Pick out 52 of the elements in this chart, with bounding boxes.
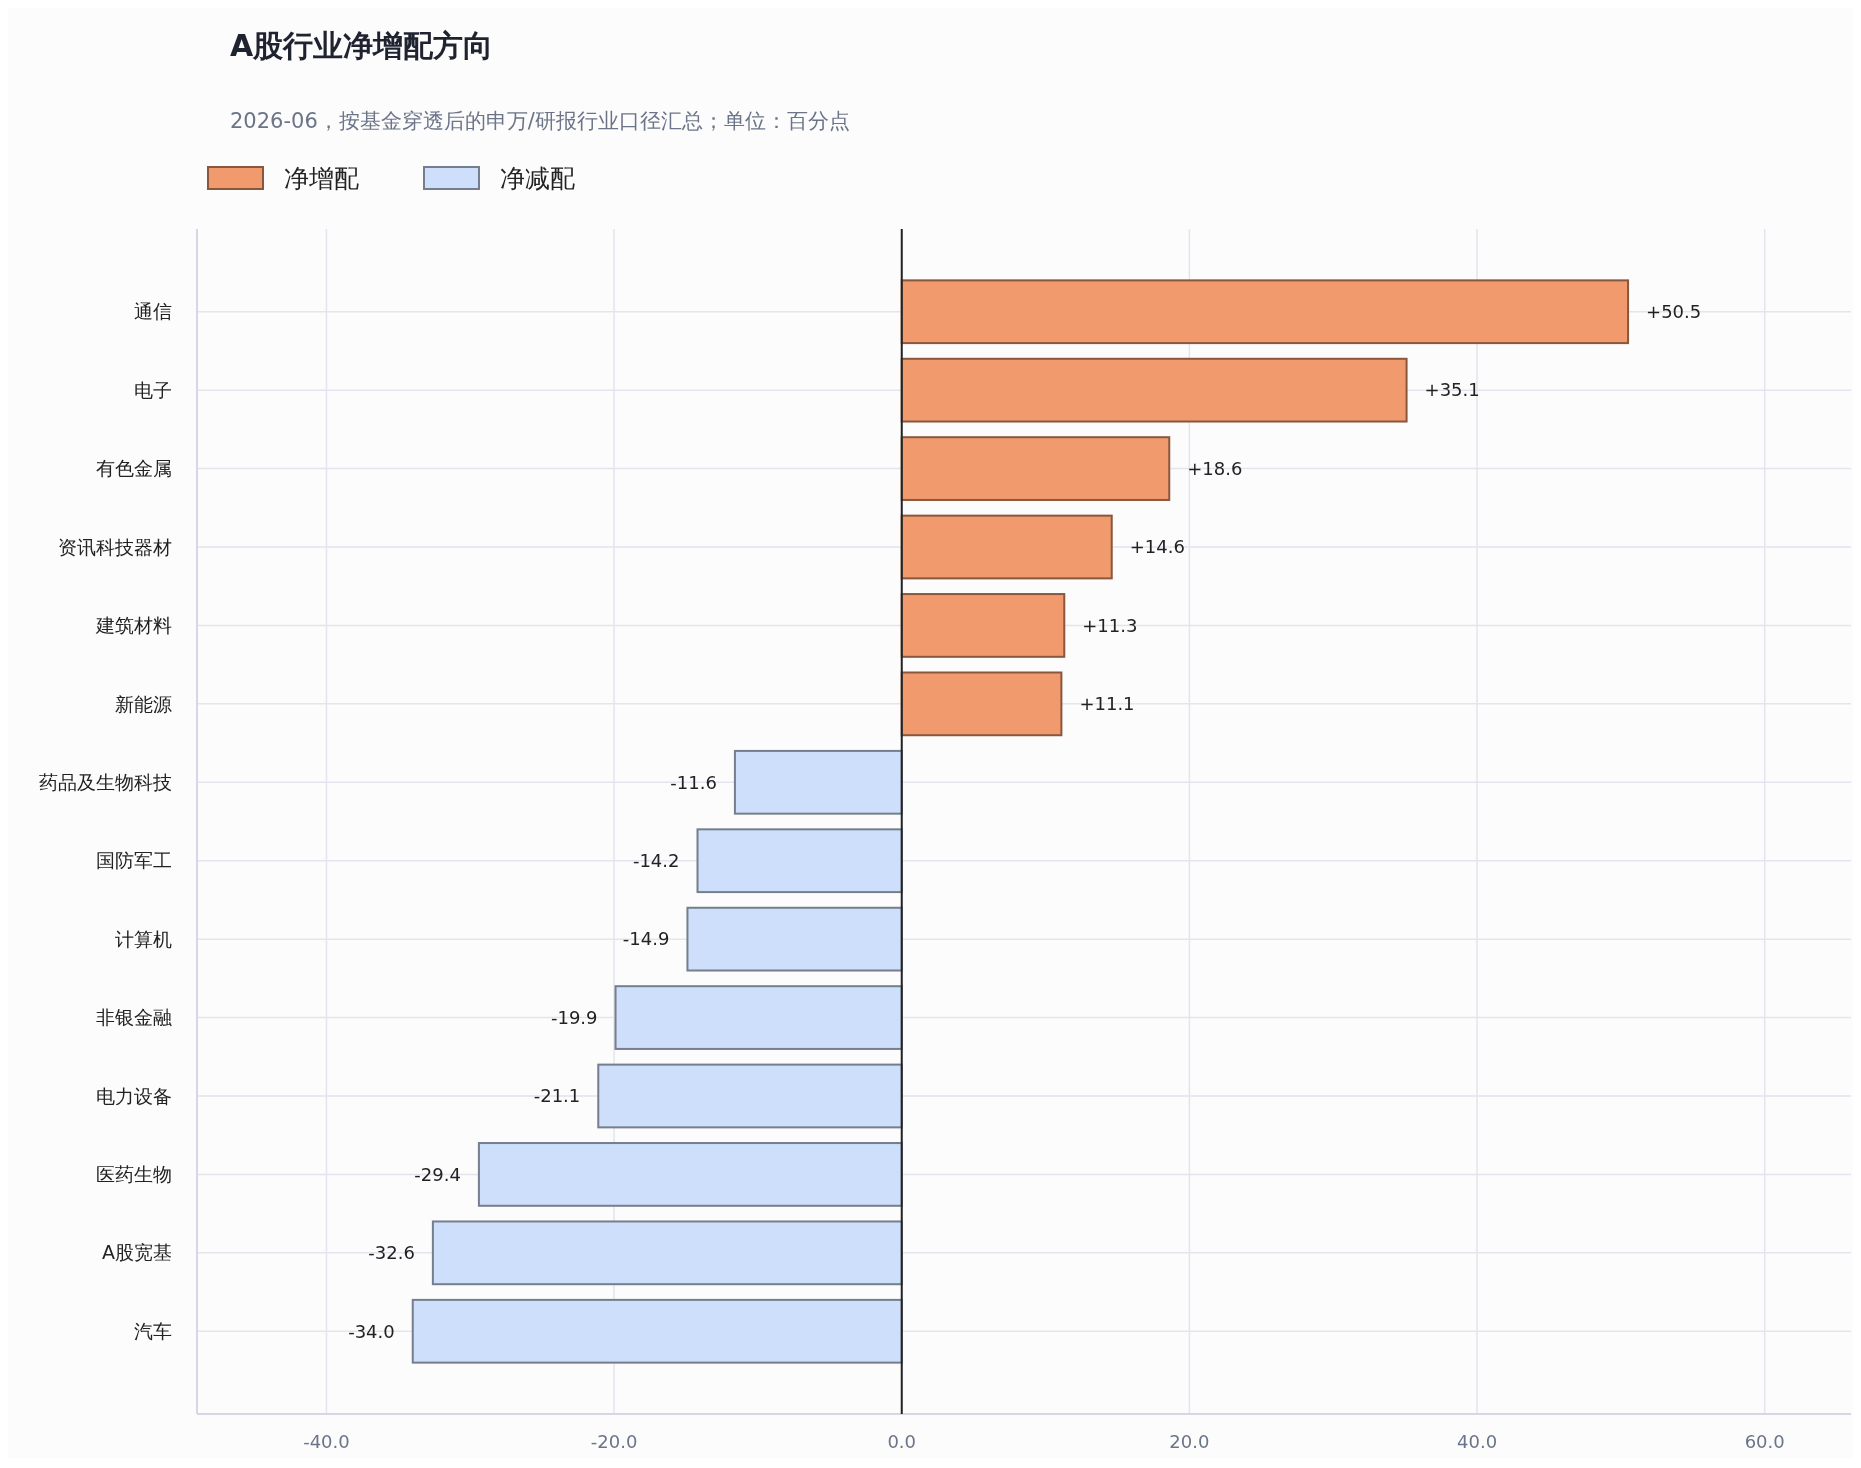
legend-label: 净增配 [284, 163, 359, 193]
y-tick-label: 汽车 [134, 1319, 172, 1342]
y-tick-label: 资讯科技器材 [58, 535, 172, 558]
data-label: +11.1 [1079, 693, 1135, 715]
y-tick-label: A股宽基 [102, 1241, 172, 1264]
x-tick-label: 20.0 [1169, 1431, 1210, 1452]
bar [614, 985, 903, 1050]
bar [477, 1142, 903, 1207]
y-tick-label: 医药生物 [96, 1163, 172, 1186]
y-tick-label: 计算机 [115, 927, 172, 950]
data-label: -14.2 [632, 850, 680, 872]
y-tick-label: 通信 [134, 300, 172, 323]
data-label: -34.0 [348, 1320, 395, 1342]
x-tick-label: -20.0 [590, 1431, 638, 1452]
data-label: -29.4 [414, 1163, 461, 1185]
data-label: -19.9 [550, 1006, 598, 1028]
chart-subtitle: 2026-06，按基金穿透后的申万/研报行业口径汇总；单位：百分点 [230, 109, 850, 133]
data-label: -21.1 [533, 1085, 581, 1107]
bar [900, 593, 1066, 658]
bar [733, 749, 903, 815]
y-tick-label: 非银金融 [96, 1006, 172, 1029]
bar [900, 357, 1408, 423]
data-label: -32.6 [368, 1242, 415, 1264]
data-label: +14.6 [1129, 536, 1185, 558]
y-tick-label: 电力设备 [96, 1084, 172, 1107]
bar [900, 671, 1063, 737]
data-label: +18.6 [1187, 457, 1243, 479]
bar [686, 906, 903, 972]
x-tick-label: 0.0 [887, 1431, 917, 1452]
y-tick-label: 有色金属 [96, 457, 172, 480]
data-label: +11.3 [1082, 614, 1138, 636]
data-label: +50.5 [1646, 301, 1702, 323]
legend-label: 净减配 [500, 163, 575, 193]
chart-title: A股行业净增配方向 [230, 28, 494, 63]
y-tick-label: 国防军工 [96, 849, 172, 872]
bar [696, 828, 903, 894]
y-tick-label: 建筑材料 [95, 614, 172, 637]
y-tick-label: 新能源 [115, 692, 172, 715]
x-tick-label: 60.0 [1744, 1431, 1785, 1452]
bar [900, 514, 1113, 580]
bar [431, 1220, 903, 1286]
data-label: +35.1 [1424, 379, 1480, 401]
bar [900, 279, 1630, 345]
x-tick-label: 40.0 [1457, 1431, 1498, 1452]
bar [597, 1063, 903, 1129]
y-tick-label: 电子 [134, 378, 172, 401]
bar [411, 1298, 903, 1364]
x-tick-label: -40.0 [303, 1431, 350, 1452]
y-tick-label: 药品及生物科技 [39, 770, 172, 793]
data-label: -14.9 [622, 928, 670, 950]
data-label: -11.6 [670, 771, 717, 793]
bar [900, 436, 1171, 501]
